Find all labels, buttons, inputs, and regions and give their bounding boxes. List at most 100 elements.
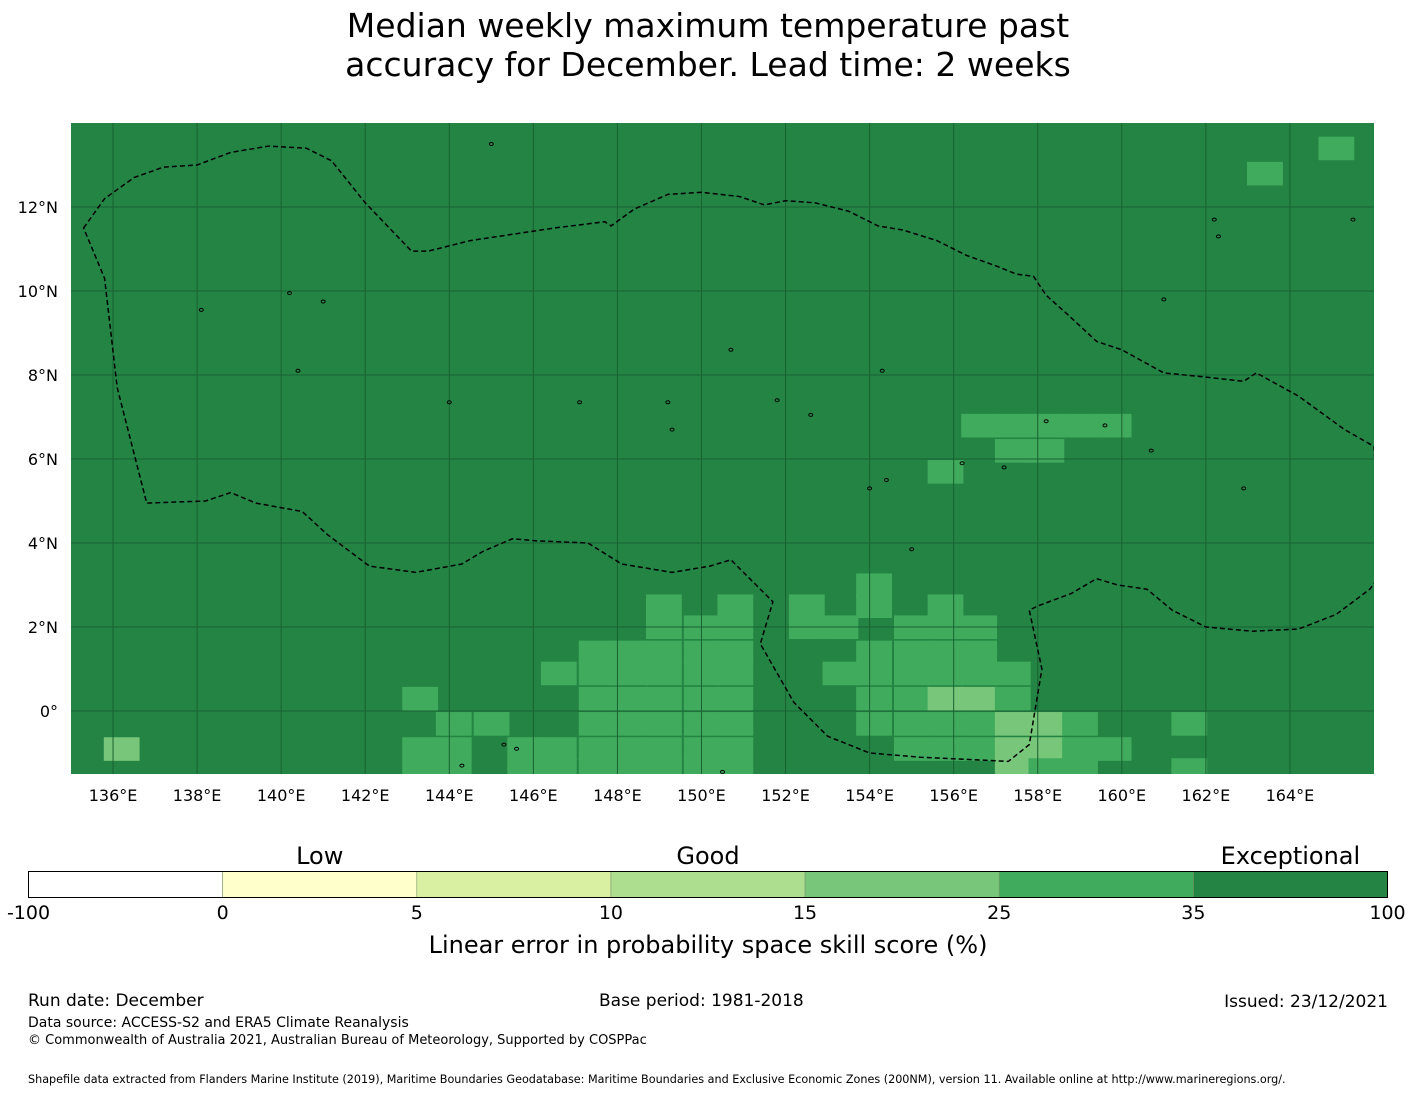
skill-cell (646, 686, 682, 711)
island (1350, 217, 1356, 222)
skill-cell (1062, 758, 1098, 774)
island (577, 400, 583, 405)
colorbar-tick-label: 25 (987, 902, 1012, 924)
latitude-tick-label: 4°N (28, 534, 58, 553)
skill-cell (893, 661, 930, 686)
island (459, 763, 465, 768)
longitude-tick-label: 156°E (929, 786, 978, 805)
copyright: © Commonwealth of Australia 2021, Austra… (28, 1033, 647, 1048)
skill-cell (856, 661, 892, 686)
skill-cell (927, 712, 964, 736)
skill-cell (994, 661, 1031, 686)
skill-cell (856, 640, 892, 665)
longitude-tick-label: 148°E (593, 786, 642, 805)
island (1211, 217, 1217, 222)
island (320, 299, 326, 304)
skill-cell (717, 758, 754, 774)
island (720, 769, 725, 774)
colorbar-bar (28, 871, 1388, 898)
colorbar-tick-label: -100 (6, 902, 51, 924)
island (728, 347, 734, 352)
skill-cell (578, 686, 615, 711)
skill-cell (893, 712, 930, 736)
skill-cell (103, 737, 140, 761)
longitude-tick-label: 154°E (845, 786, 894, 805)
longitude-tick-label: 164°E (1266, 786, 1315, 805)
island (1102, 423, 1108, 428)
shapefile-credit: Shapefile data extracted from Flanders M… (28, 1073, 1286, 1086)
skill-score-map: 136°E 138°E 140°E 142°E 144°E 146°E 148°E 150°E… (18, 123, 1374, 805)
longitude-tick-label: 138°E (173, 786, 222, 805)
skill-cell (435, 712, 472, 736)
colorbar-bin (998, 871, 1194, 898)
skill-cell (961, 737, 998, 761)
longitude-tick-label: 140°E (257, 786, 306, 805)
skill-cell (856, 594, 892, 619)
island (909, 547, 915, 552)
colorbar-tick-label: 100 (1369, 902, 1406, 924)
skill-cell (856, 712, 892, 736)
island (665, 400, 671, 405)
skill-cell (927, 737, 964, 761)
skill-cell (717, 661, 754, 686)
skill-cell (646, 594, 682, 619)
island (774, 398, 780, 403)
colorbar-category-low: Low (296, 842, 344, 870)
skill-cell (578, 737, 615, 761)
colorbar-bin (28, 871, 223, 898)
skill-cell (646, 661, 682, 686)
colorbar-bin (1193, 871, 1388, 898)
skill-cell (893, 640, 930, 665)
skill-cell (612, 661, 649, 686)
skill-cell (994, 737, 1031, 761)
skill-cell (927, 460, 964, 484)
skill-cell (961, 661, 998, 686)
colorbar-tick-label: 15 (792, 902, 818, 924)
skill-cell (578, 758, 615, 774)
island (287, 291, 293, 296)
skill-cell (507, 737, 544, 761)
island (198, 307, 204, 312)
islands (198, 142, 1356, 774)
skill-cell (1062, 413, 1098, 438)
skill-cell (402, 686, 439, 711)
longitude-tick-label: 162°E (1182, 786, 1231, 805)
skill-cell (612, 737, 649, 761)
skill-cell (540, 661, 577, 686)
skill-cell (994, 712, 1031, 736)
colorbar-label: Linear error in probability space skill … (428, 931, 988, 959)
skill-cell (927, 640, 964, 665)
longitude-tick-label: 150°E (677, 786, 726, 805)
latitude-tick-label: 6°N (28, 450, 58, 469)
latitude-tick-label: 10°N (18, 282, 58, 301)
skill-cell (994, 413, 1031, 438)
island (959, 461, 965, 466)
skill-cell (927, 594, 964, 619)
skill-cell (994, 686, 1031, 711)
skill-cell (435, 758, 472, 774)
colorbar-tick-label: 35 (1181, 902, 1206, 924)
skill-cell (1028, 758, 1065, 774)
longitude-tick-label: 136°E (89, 786, 138, 805)
skill-cell (540, 758, 577, 774)
skill-cell (578, 661, 615, 686)
colorbar-tick-label: 0 (216, 902, 229, 924)
skill-cell (612, 640, 649, 665)
map-title-line-1: Median weekly maximum temperature past (346, 6, 1070, 45)
longitude-tick-label: 160°E (1097, 786, 1146, 805)
skill-cell (1171, 712, 1208, 736)
skill-cell (646, 712, 682, 736)
eez-boundary (82, 145, 1374, 763)
skill-cell (1171, 758, 1208, 774)
skill-cell (927, 661, 964, 686)
skill-cell (717, 737, 754, 761)
skill-cell (646, 737, 682, 761)
island (1001, 465, 1007, 470)
skill-cell (1095, 413, 1132, 438)
longitude-tick-label: 158°E (1013, 786, 1062, 805)
skill-cell (856, 573, 892, 598)
skill-cell (435, 737, 472, 761)
skill-cell (856, 686, 892, 711)
island (879, 368, 885, 373)
skill-cell (788, 594, 825, 619)
